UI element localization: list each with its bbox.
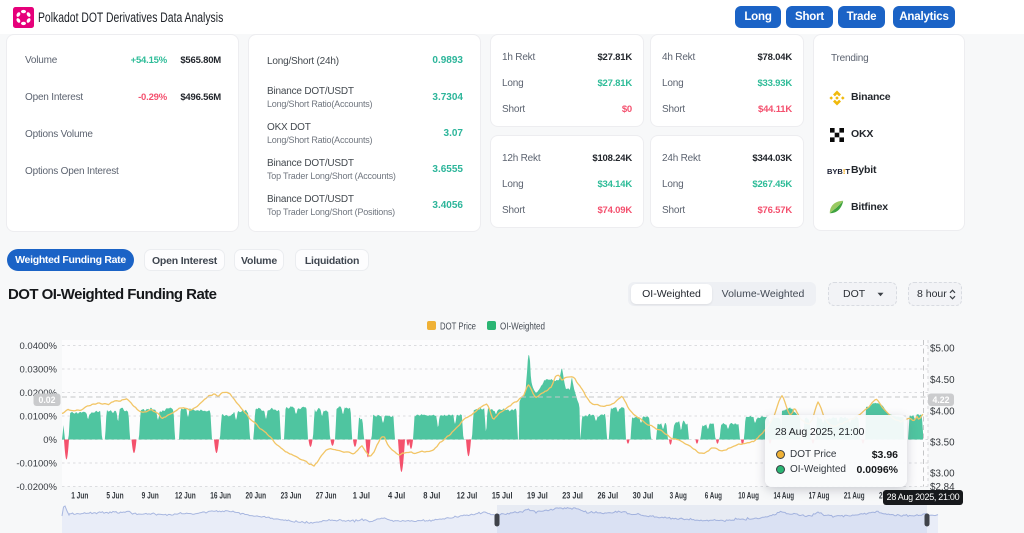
svg-text:$3.00: $3.00 — [930, 469, 955, 480]
svg-text:8 Jul: 8 Jul — [423, 491, 440, 502]
svg-text:23 Jun: 23 Jun — [281, 491, 302, 502]
svg-text:6 Aug: 6 Aug — [705, 491, 722, 502]
svg-text:DOT Price: DOT Price — [440, 322, 476, 333]
svg-text:20 Jun: 20 Jun — [245, 491, 266, 502]
svg-text:0.0100%: 0.0100% — [19, 412, 57, 423]
svg-text:$3.50: $3.50 — [930, 438, 955, 449]
svg-text:26 Jul: 26 Jul — [597, 491, 618, 502]
svg-text:$4.00: $4.00 — [930, 407, 955, 418]
svg-text:5 Jun: 5 Jun — [106, 491, 123, 502]
svg-text:10 Aug: 10 Aug — [738, 491, 759, 502]
svg-text:9 Jun: 9 Jun — [142, 491, 159, 502]
svg-text:0%: 0% — [43, 435, 57, 446]
svg-text:4 Jul: 4 Jul — [388, 491, 405, 502]
svg-text:3 Aug: 3 Aug — [670, 491, 687, 502]
svg-text:-0.0200%: -0.0200% — [16, 482, 57, 493]
svg-text:1 Jun: 1 Jun — [71, 491, 88, 502]
svg-text:OI-Weighted: OI-Weighted — [500, 322, 545, 333]
svg-text:27 Jun: 27 Jun — [316, 491, 337, 502]
svg-text:15 Jul: 15 Jul — [492, 491, 513, 502]
svg-text:23 Jul: 23 Jul — [562, 491, 583, 502]
svg-text:0.0400%: 0.0400% — [19, 341, 57, 352]
svg-text:$2.84: $2.84 — [930, 482, 955, 493]
svg-text:14 Aug: 14 Aug — [773, 491, 794, 502]
svg-text:12 Jul: 12 Jul — [457, 491, 478, 502]
svg-text:16 Jun: 16 Jun — [210, 491, 231, 502]
svg-text:$5.00: $5.00 — [930, 344, 955, 355]
svg-text:0.0300%: 0.0300% — [19, 365, 57, 376]
svg-text:30 Jul: 30 Jul — [633, 491, 654, 502]
svg-text:17 Aug: 17 Aug — [809, 491, 830, 502]
svg-text:$4.50: $4.50 — [930, 375, 955, 386]
svg-text:21 Aug: 21 Aug — [844, 491, 865, 502]
svg-text:19 Jul: 19 Jul — [527, 491, 548, 502]
svg-text:4.22: 4.22 — [933, 395, 950, 406]
svg-text:12 Jun: 12 Jun — [175, 491, 196, 502]
svg-text:-0.0100%: -0.0100% — [16, 459, 57, 470]
svg-text:1 Jul: 1 Jul — [353, 491, 370, 502]
svg-text:0.02: 0.02 — [39, 395, 56, 406]
